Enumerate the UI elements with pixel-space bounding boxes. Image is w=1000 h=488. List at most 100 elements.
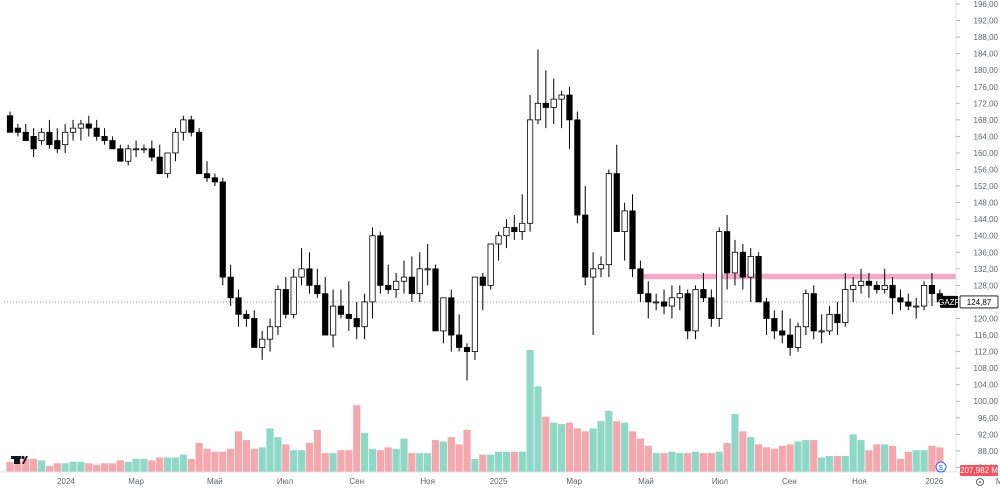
y-tick-label: 128,00 [974, 281, 999, 290]
volume-bar [628, 431, 637, 472]
volume-bar [116, 460, 124, 472]
volume-bar [865, 450, 873, 472]
y-tick-label: 148,00 [974, 199, 999, 208]
candle-body [739, 251, 746, 278]
volume-bar [416, 453, 424, 472]
volume-bar [487, 454, 495, 472]
volume-bar [69, 461, 77, 472]
candle-body [716, 231, 723, 319]
candle-body [503, 227, 510, 237]
y-tick-label: 176,00 [974, 83, 999, 92]
candle-body [266, 326, 274, 340]
y-tick-label: 96,00 [978, 414, 999, 423]
volume-bar [502, 451, 511, 472]
candle-body [440, 297, 447, 332]
volume-bar [833, 456, 841, 472]
candle-body [692, 289, 699, 332]
volume-bar [282, 444, 290, 472]
candle-body [6, 115, 14, 133]
volume-bar [479, 454, 487, 472]
candle-body [653, 301, 660, 304]
time-axis-layer: 2024 Мар Май Июл Сен Ноя 2025 Мар Май Июл Сен Ноя 20… [0, 471, 1000, 486]
volume-bar [597, 421, 605, 472]
volume-bar [164, 457, 172, 472]
candle-body [93, 127, 100, 137]
volume-bar [644, 445, 652, 472]
volume-bar [739, 431, 747, 472]
volume-bar [699, 453, 708, 472]
volume-bar [518, 451, 526, 472]
y-tick-label: 180,00 [974, 66, 999, 75]
volume-bar [6, 461, 14, 472]
volume-bar [234, 431, 243, 472]
volume-bar [652, 453, 660, 472]
volume-bar [920, 450, 928, 472]
volume-bar [676, 453, 684, 472]
volume-bar [455, 444, 463, 472]
candle-body [897, 297, 904, 303]
candle-body [928, 284, 936, 295]
candle-body [117, 148, 124, 162]
candle-body [385, 284, 392, 290]
volume-bar [589, 428, 597, 472]
candle-body [905, 301, 912, 307]
candle-body [818, 330, 825, 333]
volume-bar [849, 434, 857, 472]
candle-body [471, 276, 479, 352]
y-tick-label: 92,00 [978, 430, 999, 439]
candle-body [456, 334, 463, 348]
volume-bar [660, 453, 668, 472]
volume-bar [794, 441, 802, 472]
candle-body [771, 318, 778, 332]
volume-bar [37, 460, 46, 472]
volume-bar [565, 422, 574, 472]
candle-body [211, 177, 218, 183]
volume-bar [211, 451, 219, 472]
y-tick-label: 120,00 [974, 314, 999, 323]
candle-body [46, 131, 53, 146]
y-tick-label: 184,00 [974, 50, 999, 59]
candle-body [668, 297, 676, 307]
candle-body [400, 276, 408, 282]
candle-body [109, 140, 116, 150]
candle-body [408, 276, 415, 295]
candle-body [519, 222, 526, 232]
last-price-badge [959, 295, 999, 309]
volume-bar [266, 428, 274, 472]
candle-body [259, 338, 266, 348]
y-tick-label: 164,00 [974, 132, 999, 141]
volume-bar [140, 458, 148, 472]
volume-bar [707, 453, 715, 472]
candle-body [534, 102, 542, 121]
x-tick-label: Июл [277, 477, 294, 486]
candle-body [637, 268, 644, 295]
candle-body [337, 305, 345, 315]
y-tick-label: 112,00 [974, 348, 998, 357]
symbol-badge-label: GAZP [938, 298, 960, 307]
candle-body [203, 173, 211, 179]
y-tick-label: 172,00 [974, 99, 999, 108]
candle-body [542, 102, 549, 108]
y-tick-label: 192,00 [974, 17, 999, 26]
candle-body [85, 123, 92, 129]
volume-bar [384, 447, 392, 472]
candle-body [361, 301, 368, 328]
candle-body [62, 131, 69, 146]
volume-bar [731, 413, 739, 472]
candle-body [842, 289, 849, 324]
volume-bar [621, 422, 629, 472]
candle-body [188, 119, 195, 133]
candle-body [574, 119, 581, 216]
volume-bar [494, 451, 503, 472]
candle-body [834, 313, 841, 324]
logo-part [14, 456, 20, 464]
y-tick-label: 132,00 [974, 265, 999, 274]
candle-body [708, 297, 715, 319]
volume-bar [762, 447, 771, 472]
candle-body [22, 131, 29, 141]
volume-bar [337, 450, 345, 472]
candle-body [77, 123, 85, 129]
volume-bar [313, 429, 321, 472]
candle-body [487, 243, 494, 286]
